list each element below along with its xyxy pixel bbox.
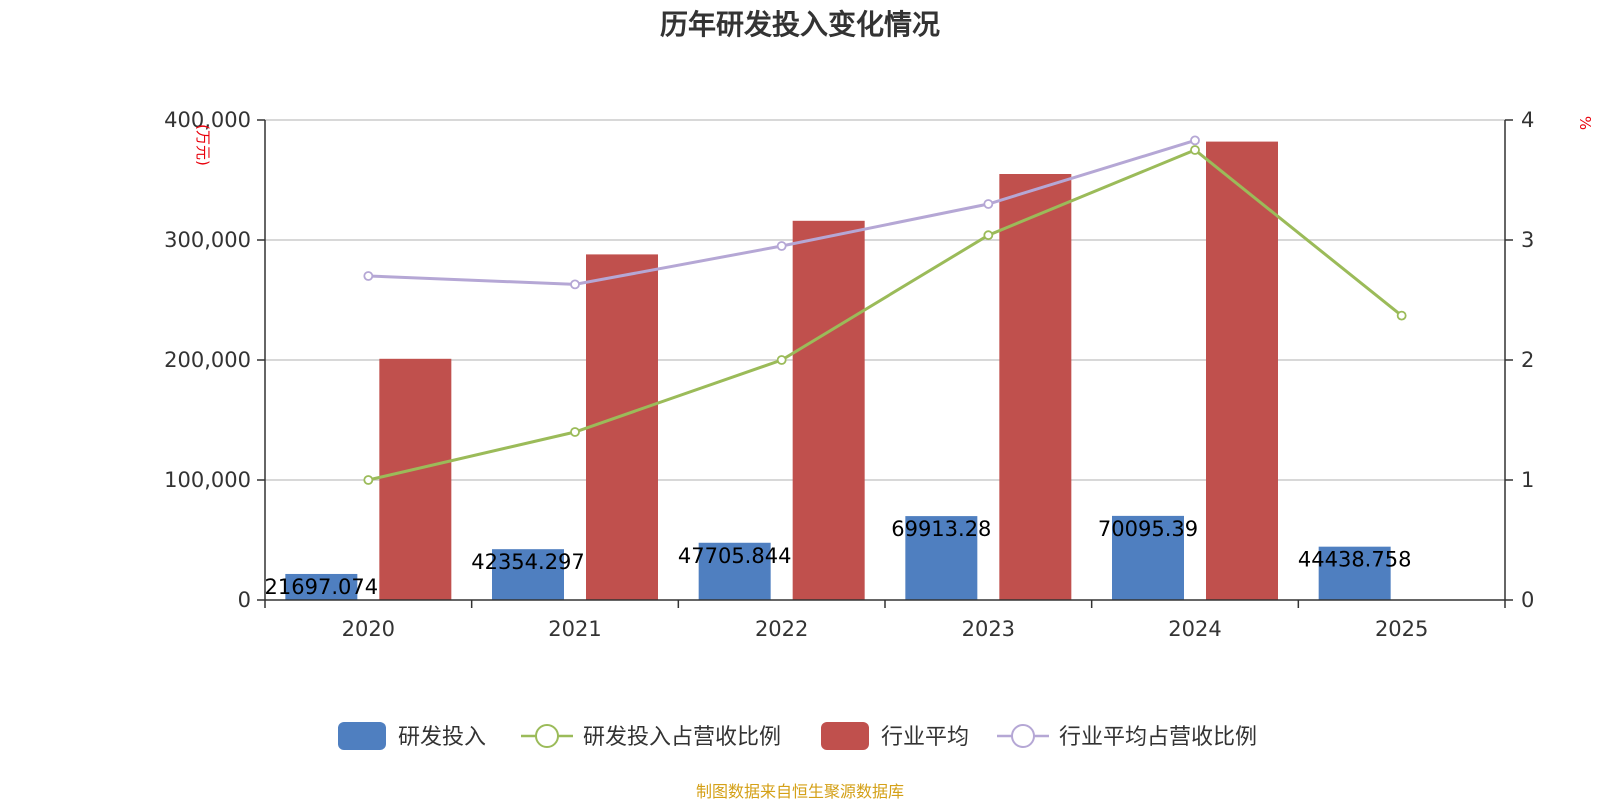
x-axis-tick-label: 2021 [548, 617, 601, 641]
rd-investment-bar [1318, 546, 1391, 600]
right-axis-tick-label: 0 [1521, 588, 1534, 612]
left-axis-tick-label: 300,000 [164, 228, 251, 252]
legend-industry-average-swatch [821, 722, 869, 750]
x-axis-tick-label: 2024 [1168, 617, 1221, 641]
legend: 研发投入 研发投入占营收比例 行业平均 行业平均占营收比例 [338, 722, 1257, 750]
left-axis-tick-label: 200,000 [164, 348, 251, 372]
right-axis-tick-label: 4 [1521, 108, 1534, 132]
right-axis-tick-label: 1 [1521, 468, 1534, 492]
legend-rd-investment-swatch [338, 722, 386, 750]
legend-industry-ratio-swatch-marker [1011, 724, 1035, 748]
data-labels: 21697.074 42354.297 47705.844 69913.28 70095… [265, 517, 1412, 599]
source-note: 制图数据来自恒生聚源数据库 [696, 782, 904, 800]
gridlines [265, 119, 1505, 481]
industry-average-bar [1206, 141, 1278, 600]
industry-ratio-point [363, 271, 374, 281]
rd-ratio-point [983, 230, 994, 241]
x-axis-tick-label: 2023 [962, 617, 1015, 641]
industry-average-bar [379, 358, 452, 600]
rd-investment-data-label: 21697.074 [265, 575, 379, 599]
rd-investment-bar [285, 573, 358, 600]
industry-average-bar [999, 174, 1072, 600]
industry-ratio-point [1190, 135, 1200, 146]
rd-investment-bar [905, 516, 978, 600]
legend-rd-ratio-swatch-marker [535, 724, 559, 748]
legend-industry-ratio-label: 行业平均占营收比例 [1059, 725, 1257, 750]
rd-investment-data-label: 44438.758 [1298, 548, 1412, 572]
right-axis-unit: % [1576, 116, 1594, 130]
left-axis-unit: (万元) [194, 124, 212, 166]
rd-ratio-point [1396, 310, 1407, 321]
industry-ratio-point [983, 199, 994, 209]
axes: 0 100,000 200,000 300,000 400,000 0 1 2 3 4 2020 20… [164, 108, 1534, 641]
rd-ratio-point [570, 427, 580, 437]
left-axis-tick-label: 0 [238, 588, 251, 612]
rd-investment-bar [698, 542, 771, 600]
right-axis-tick-label: 2 [1521, 348, 1534, 372]
rd-investment-bar [1112, 515, 1184, 600]
rd-investment-data-label: 47705.844 [678, 544, 792, 568]
rd-investment-data-label: 42354.297 [471, 550, 585, 574]
industry-ratio-point [570, 279, 580, 290]
rd-ratio-point [363, 475, 374, 485]
left-axis-tick-label: 100,000 [164, 468, 251, 492]
legend-rd-ratio-label: 研发投入占营收比例 [583, 725, 781, 750]
industry-average-bar [792, 220, 865, 601]
right-axis-tick-label: 3 [1521, 228, 1534, 252]
rd-ratio-point [1190, 145, 1200, 155]
x-axis-tick-label: 2025 [1375, 617, 1428, 641]
industry-average-bar [586, 254, 658, 600]
rd-investment-data-label: 70095.39 [1098, 517, 1198, 541]
rd-ratio-line [367, 148, 1403, 482]
industry-ratio-point [776, 241, 787, 251]
rd-investment-bar [492, 549, 564, 600]
chart-title: 历年研发投入变化情况 [660, 8, 940, 41]
bars [285, 141, 1391, 601]
x-axis-tick-label: 2020 [342, 617, 395, 641]
legend-rd-investment-label: 研发投入 [398, 725, 486, 750]
rd-investment-data-label: 69913.28 [891, 517, 991, 541]
legend-industry-average-label: 行业平均 [881, 725, 969, 750]
x-axis-tick-label: 2022 [755, 617, 808, 641]
lines [363, 135, 1407, 485]
rd-ratio-point [776, 355, 787, 365]
left-axis-tick-label: 400,000 [164, 108, 251, 132]
